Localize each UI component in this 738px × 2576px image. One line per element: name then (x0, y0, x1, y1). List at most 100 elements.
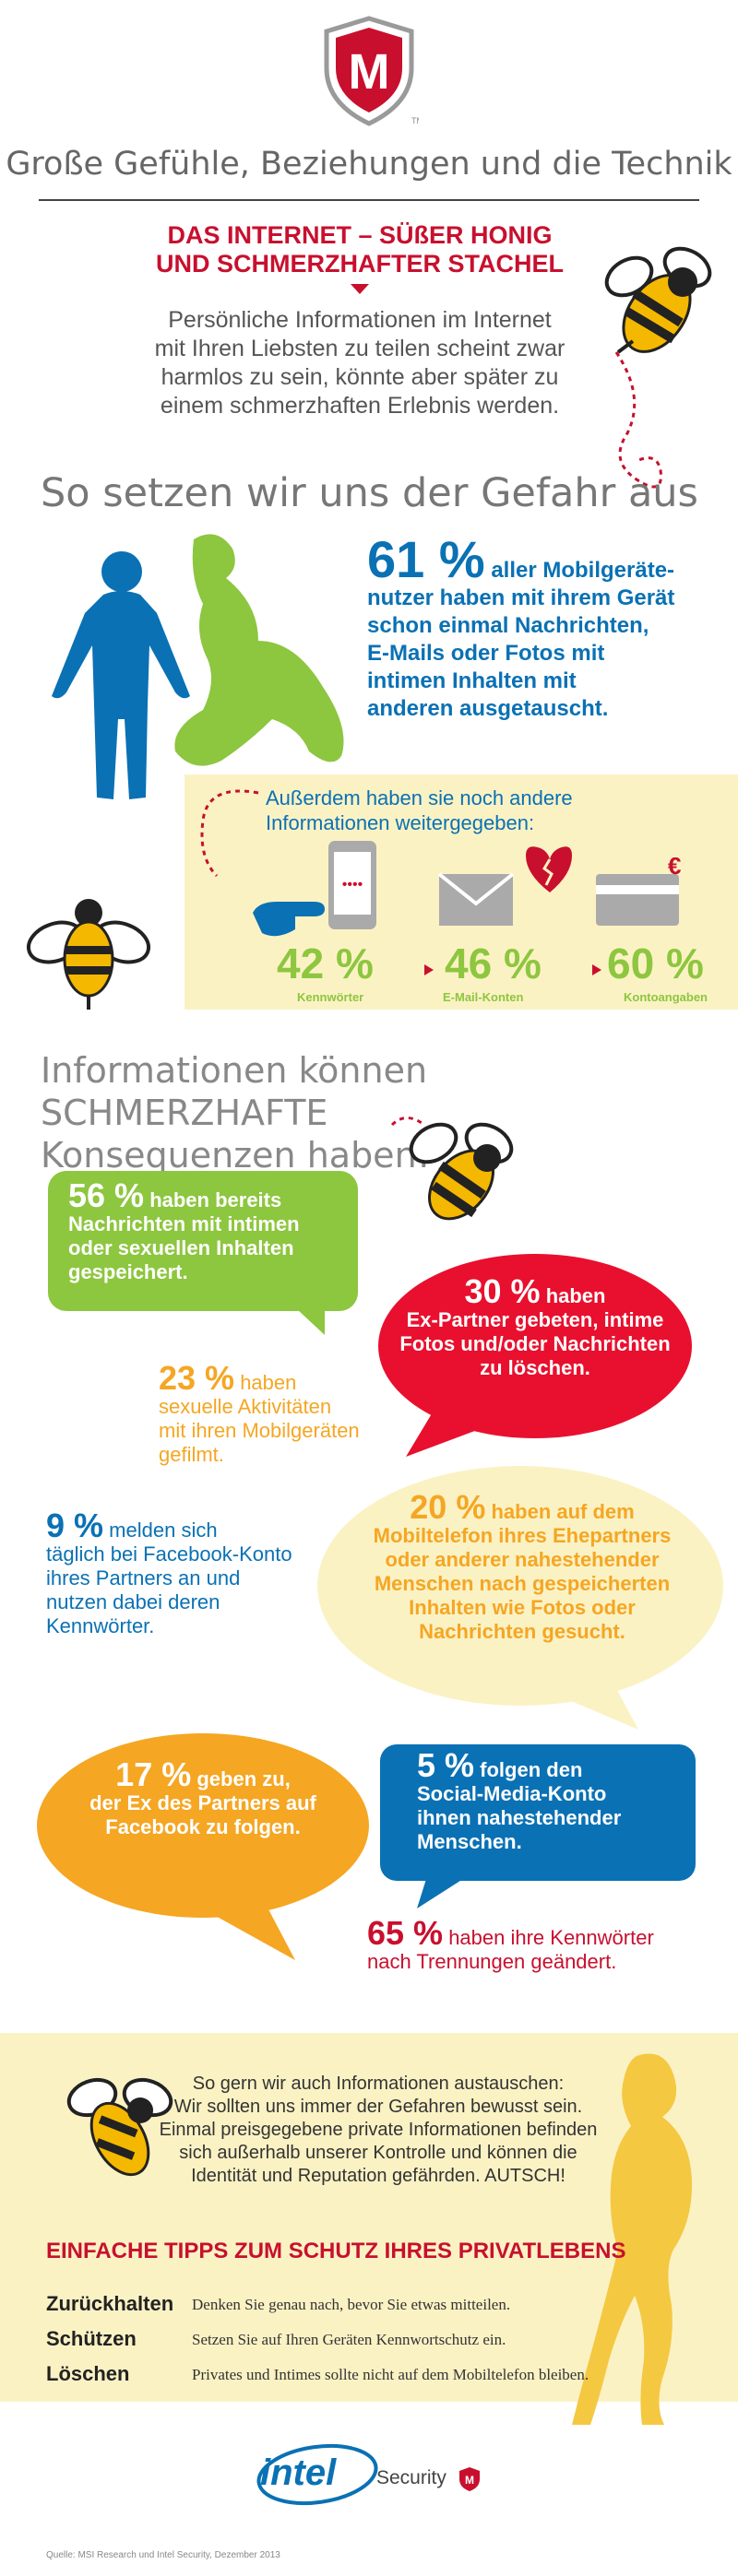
arrow-right-icon (592, 964, 601, 975)
broken-heart-icon (526, 846, 572, 892)
stat-65-value: 65 % (367, 1914, 444, 1952)
stat-30-text: haben (545, 1284, 606, 1307)
intro-line: einem schmerzhaften Erlebnis werden. (160, 393, 560, 419)
logo-letter: M (349, 44, 390, 100)
stat-9-text: ihres Partners an und (46, 1566, 241, 1589)
stat-56-text: haben bereits (149, 1188, 282, 1211)
euro-symbol: € (668, 857, 681, 880)
stat-5-text: folgen den (480, 1758, 583, 1781)
shared-info-line: Außerdem haben sie noch andere (266, 786, 573, 809)
stat-65-text: haben ihre Kennwörter (448, 1926, 654, 1949)
brand-suffix: Security (376, 2467, 446, 2488)
stat-20-value: 20 % (410, 1488, 486, 1526)
stat-23: 23 % haben sexuelle Aktivitäten mit ihre… (159, 1362, 435, 1467)
stat-30-value: 30 % (464, 1272, 541, 1310)
stat-17-text: geben zu, (196, 1767, 291, 1790)
logo-tm: TM (411, 116, 419, 125)
stat-20-text: oder anderer nahestehender (385, 1548, 660, 1571)
headline-line: UND SCHMERZHAFTER STACHEL (156, 250, 564, 278)
stat-17: 17 % geben zu, der Ex des Partners auf F… (55, 1758, 351, 1839)
shared-label-bank: Kontoangaben (624, 990, 708, 1004)
mcafee-shield-icon: M TM (324, 16, 419, 126)
shared-value-email: 46 % (445, 939, 542, 987)
outro-line: sich außerhalb unserer Kontrolle und kön… (179, 2143, 577, 2163)
shared-value-passwords: 42 % (277, 939, 374, 987)
svg-text:••••: •••• (342, 877, 363, 892)
bubble-20 (317, 1466, 723, 1730)
outro-line: Wir sollten uns immer der Gefahren bewus… (173, 2097, 583, 2117)
intro-text: Persönliche Informationen im Internet mi… (120, 306, 600, 420)
consequences-heading-line: Konsequenzen haben! (41, 1135, 431, 1176)
consequences-heading-line: Informationen können SCHMERZHAFTE (41, 1050, 428, 1133)
outro-line: Einmal preisgegebene private Information… (159, 2120, 598, 2140)
stat-5-text: Menschen. (417, 1830, 522, 1853)
bubble-5 (380, 1744, 696, 1908)
intel-logo-icon (256, 2443, 378, 2506)
consequences-heading: Informationen können SCHMERZHAFTE Konseq… (41, 1049, 705, 1176)
bubble-56 (48, 1171, 358, 1335)
stat-61-text: nutzer haben mit ihrem Gerät (367, 585, 675, 610)
stat-17-text: Facebook zu folgen. (105, 1815, 301, 1838)
title-divider (39, 199, 699, 201)
tip-term-delete: Löschen (46, 2362, 130, 2385)
intro-line: harmlos zu sein, könnte aber später zu (161, 364, 559, 390)
stat-20: 20 % haben auf dem Mobiltelefon ihres Eh… (338, 1491, 707, 1644)
headline-line: DAS INTERNET – SÜßER HONIG (167, 221, 553, 249)
stat-17-value: 17 % (115, 1755, 192, 1793)
stat-9-value: 9 % (46, 1507, 104, 1544)
stat-61-value: 61 % (367, 530, 485, 588)
shared-value-bank: 60 % (607, 939, 704, 987)
outro-line: So gern wir auch Informationen austausch… (192, 2074, 565, 2094)
shared-label-email: E-Mail-Konten (443, 990, 524, 1004)
stat-23-text: haben (240, 1371, 297, 1394)
stat-23-text: sexuelle Aktivitäten (159, 1395, 332, 1418)
stat-56-value: 56 % (68, 1176, 145, 1214)
mcafee-shield-small-icon: M (459, 2467, 480, 2491)
stat-17-text: der Ex des Partners auf (89, 1791, 316, 1814)
stat-23-value: 23 % (159, 1359, 235, 1397)
page-title: Große Gefühle, Beziehungen und die Techn… (6, 146, 732, 183)
outro-line: Identität und Reputation gefährden. AUTS… (191, 2166, 565, 2186)
phone-hand-icon: •••• (253, 841, 376, 937)
stat-30-text: Fotos und/oder Nachrichten (399, 1332, 671, 1355)
stat-61: 61 % aller Mobilgeräte- nutzer haben mit… (367, 534, 736, 723)
tips-title: EINFACHE TIPPS ZUM SCHUTZ IHRES PRIVATLE… (46, 2239, 626, 2263)
stat-61-text: E-Mails oder Fotos mit (367, 641, 605, 666)
intro-line: Persönliche Informationen im Internet (168, 307, 552, 333)
shared-info-intro: Außerdem haben sie noch andere Informati… (266, 786, 708, 835)
stat-30-text: Ex-Partner gebeten, intime (406, 1308, 664, 1331)
credit-card-icon: € (596, 857, 681, 926)
tip-text-hold-back: Denken Sie genau nach, bevor Sie etwas m… (192, 2296, 511, 2313)
tip-text-delete: Privates und Intimes sollte nicht auf de… (192, 2366, 589, 2383)
stat-9-text: täglich bei Facebook-Konto (46, 1542, 292, 1566)
couple-silhouette-icon (52, 534, 344, 799)
bee-icon (390, 1117, 514, 1221)
stat-5-value: 5 % (417, 1746, 475, 1784)
stat-20-text: Menschen nach gespeicherten (374, 1572, 671, 1595)
stat-5-text: Social-Media-Konto (417, 1782, 607, 1805)
dotted-trail-icon (200, 789, 259, 878)
tip-text-protect: Setzen Sie auf Ihren Geräten Kennwortsch… (192, 2331, 506, 2348)
bee-icon (604, 246, 712, 489)
stat-61-text: aller Mobilgeräte- (491, 558, 675, 583)
woman-silhouette-icon (572, 2053, 692, 2425)
stat-9-text: melden sich (109, 1518, 218, 1542)
stat-20-text: Mobiltelefon ihres Ehepartners (373, 1524, 672, 1547)
tip-term-hold-back: Zurückhalten (46, 2292, 174, 2315)
stat-23-text: mit ihren Mobilgeräten (159, 1419, 360, 1442)
stat-9: 9 % melden sich täglich bei Facebook-Kon… (46, 1509, 323, 1638)
stat-56: 56 % haben bereits Nachrichten mit intim… (68, 1179, 345, 1284)
stat-65-text: nach Trennungen geändert. (367, 1950, 617, 1973)
arrow-right-icon (424, 964, 434, 975)
stat-5: 5 % folgen den Social-Media-Konto ihnen … (417, 1749, 684, 1854)
stat-61-text: intimen Inhalten mit (367, 668, 577, 693)
tip-term-protect: Schützen (46, 2327, 137, 2350)
svg-text:M: M (465, 2474, 474, 2487)
brand-wordmark: intel (260, 2452, 337, 2493)
stat-61-text: anderen ausgetauscht. (367, 696, 609, 721)
stat-5-text: ihnen nahestehender (417, 1806, 622, 1829)
stat-9-text: Kennwörter. (46, 1614, 155, 1637)
bubble-17 (37, 1733, 369, 1960)
stat-61-text: schon einmal Nachrichten, (367, 613, 649, 638)
intro-line: mit Ihren Liebsten zu teilen scheint zwa… (154, 336, 565, 361)
